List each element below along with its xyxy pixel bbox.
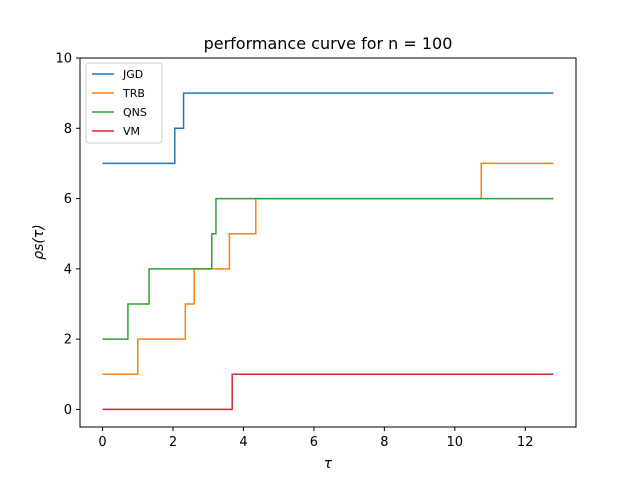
x-tick-label: 2 (169, 435, 177, 450)
y-tick-label: 6 (64, 192, 72, 207)
legend-box (85, 62, 163, 144)
series-line-jgd (102, 92, 554, 165)
legend-label-trb: TRB (122, 87, 145, 100)
x-axis: 0 2 4 6 8 10 12 (98, 427, 534, 450)
x-tick-label: 6 (310, 435, 318, 450)
series-line-vm (102, 373, 554, 411)
x-tick-label: 4 (239, 435, 247, 450)
legend-label-vm: VM (123, 125, 140, 138)
chart-title: performance curve for n = 100 (204, 34, 453, 53)
x-tick-label: 10 (447, 435, 464, 450)
series-layer (102, 92, 554, 411)
x-tick-label: 12 (517, 435, 534, 450)
y-tick-label: 4 (64, 262, 72, 277)
series-line-qns (102, 197, 554, 340)
legend: JGD TRB QNS VM (85, 62, 163, 144)
plot-frame (79, 57, 577, 428)
y-tick-label: 0 (64, 403, 72, 418)
x-axis-label: τ (324, 456, 333, 472)
y-axis: 0 2 4 6 8 10 (55, 52, 80, 418)
y-tick-label: 2 (64, 333, 72, 348)
y-axis-label: ρs(τ) (31, 224, 47, 260)
legend-label-jgd: JGD (122, 68, 143, 81)
x-tick-label: 8 (380, 435, 388, 450)
x-tick-label: 0 (98, 435, 106, 450)
legend-label-qns: QNS (123, 106, 147, 119)
y-tick-label: 8 (64, 122, 72, 137)
y-tick-label: 10 (55, 52, 72, 67)
